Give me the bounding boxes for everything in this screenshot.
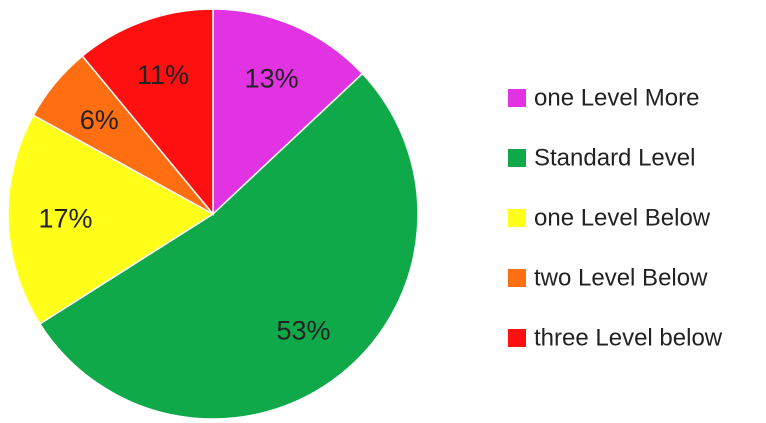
legend-label-one-level-below: one Level Below (534, 205, 711, 232)
slice-label-one-level-below: 17% (38, 204, 92, 234)
slice-label-standard-level: 53% (276, 316, 330, 346)
legend-label-two-level-below: two Level Below (534, 265, 708, 292)
pie-slice-labels: 13% 53% 17% 6% 11% (38, 60, 330, 346)
legend-item-standard-level: Standard Level (508, 145, 695, 172)
legend: one Level More Standard Level one Level Be… (508, 85, 723, 352)
legend-swatch-standard-level (508, 149, 526, 167)
legend-swatch-one-level-more (508, 89, 526, 107)
legend-item-two-level-below: two Level Below (508, 265, 708, 292)
legend-swatch-three-level-below (508, 329, 526, 347)
slice-label-three-level-below: 11% (137, 60, 189, 90)
pie-slice-standard-level (38, 72, 419, 420)
pie-slices (7, 8, 419, 420)
legend-swatch-one-level-below (508, 209, 526, 227)
pie-slice-one-level-below (7, 114, 215, 325)
legend-item-one-level-below: one Level Below (508, 205, 711, 232)
legend-item-one-level-more: one Level More (508, 85, 699, 112)
legend-label-three-level-below: three Level below (534, 325, 723, 352)
legend-item-three-level-below: three Level below (508, 325, 723, 352)
legend-label-standard-level: Standard Level (534, 145, 695, 172)
legend-swatch-two-level-below (508, 269, 526, 287)
pie-slice-one-level-more (212, 8, 364, 216)
slice-label-two-level-below: 6% (80, 105, 119, 135)
pie-slice-three-level-below (81, 8, 214, 217)
legend-label-one-level-more: one Level More (534, 85, 699, 112)
slice-label-one-level-more: 13% (245, 64, 299, 94)
